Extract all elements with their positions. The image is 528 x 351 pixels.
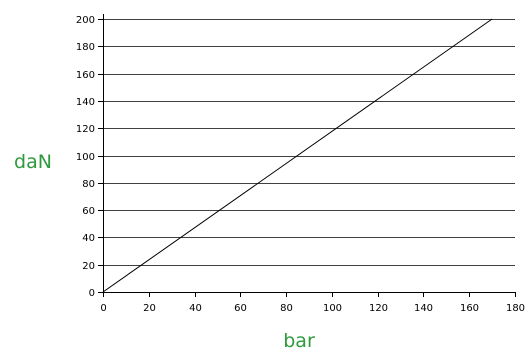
x-tick-label-140: 140 — [414, 303, 433, 314]
y-tick-label-200: 200 — [76, 15, 95, 26]
y-tick-label-20: 20 — [82, 261, 95, 272]
x-tick-label-20: 20 — [143, 303, 156, 314]
y-tick-label-40: 40 — [82, 233, 95, 244]
x-tick-label-160: 160 — [460, 303, 479, 314]
x-tick-label-100: 100 — [323, 303, 342, 314]
grid-lines — [103, 19, 515, 266]
y-tick-label-0: 0 — [89, 288, 95, 299]
y-tick-label-100: 100 — [76, 152, 95, 163]
tick-labels: 0 20 40 60 80 100 120 140 160 180 200 0 20 40 60 80 100 1… — [76, 15, 525, 314]
y-tick-label-80: 80 — [82, 179, 95, 190]
y-tick-label-60: 60 — [82, 206, 95, 217]
x-tick-label-120: 120 — [369, 303, 388, 314]
y-axis-title: daN — [14, 151, 52, 173]
axes — [98, 14, 516, 297]
y-tick-label-140: 140 — [76, 97, 95, 108]
x-tick-label-0: 0 — [100, 303, 106, 314]
x-tick-label-80: 80 — [280, 303, 293, 314]
series-layer — [102, 18, 493, 293]
y-tick-label-160: 160 — [76, 70, 95, 81]
y-tick-label-120: 120 — [76, 124, 95, 135]
series-line-0 — [102, 18, 493, 293]
x-tick-label-40: 40 — [189, 303, 202, 314]
x-axis-title: bar — [283, 330, 315, 351]
x-tick-label-60: 60 — [234, 303, 247, 314]
y-tick-label-180: 180 — [76, 42, 95, 53]
x-tick-label-180: 180 — [506, 303, 525, 314]
